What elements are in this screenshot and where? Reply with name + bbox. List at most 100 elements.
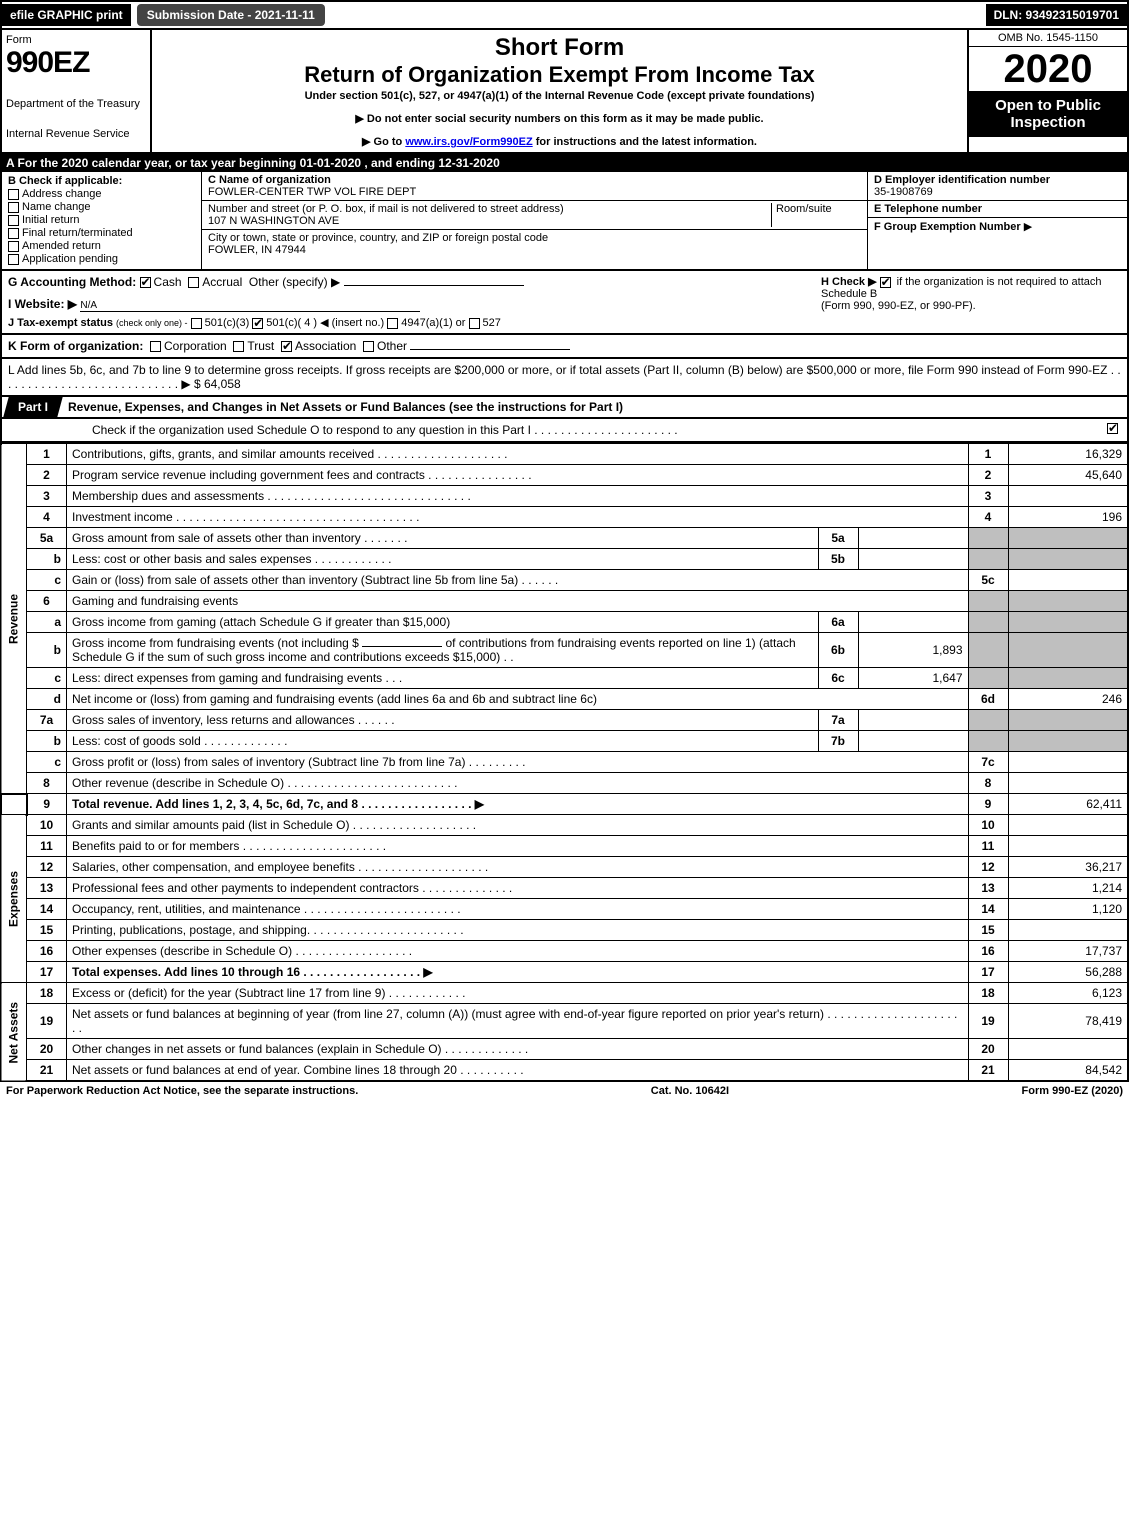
part-i-title: Revenue, Expenses, and Changes in Net As… bbox=[60, 397, 1127, 417]
group-exemption-arrow: ▶ bbox=[1024, 221, 1032, 233]
footer-mid: Cat. No. 10642I bbox=[651, 1085, 729, 1097]
org-name-row: C Name of organization FOWLER-CENTER TWP… bbox=[202, 172, 867, 201]
row-5a: 5a Gross amount from sale of assets othe… bbox=[1, 528, 1128, 549]
row-7b: b Less: cost of goods sold . . . . . . .… bbox=[1, 731, 1128, 752]
cb-other-org[interactable] bbox=[363, 341, 374, 352]
tax-year: 2020 bbox=[969, 47, 1127, 91]
omb-number: OMB No. 1545-1150 bbox=[969, 30, 1127, 47]
right-boxes: D Employer identification number 35-1908… bbox=[867, 172, 1127, 269]
row-6b: b Gross income from fundraising events (… bbox=[1, 633, 1128, 668]
row-10: Expenses 10 Grants and similar amounts p… bbox=[1, 815, 1128, 836]
box-c: C Name of organization FOWLER-CENTER TWP… bbox=[202, 172, 867, 269]
efile-label: efile GRAPHIC print bbox=[2, 4, 131, 26]
org-name: FOWLER-CENTER TWP VOL FIRE DEPT bbox=[208, 186, 861, 198]
row-11: 11 Benefits paid to or for members . . .… bbox=[1, 836, 1128, 857]
cb-cash[interactable] bbox=[140, 277, 151, 288]
city-row: City or town, state or province, country… bbox=[202, 230, 867, 258]
cb-assoc[interactable] bbox=[281, 341, 292, 352]
cb-h[interactable] bbox=[880, 277, 891, 288]
department-label: Department of the Treasury bbox=[6, 98, 146, 110]
dln-label: DLN: 93492315019701 bbox=[986, 4, 1127, 26]
row-6: 6 Gaming and fundraising events bbox=[1, 591, 1128, 612]
expenses-label: Expenses bbox=[1, 815, 27, 983]
goto-pre: ▶ Go to bbox=[362, 136, 405, 148]
contrib-amount-input[interactable] bbox=[362, 646, 442, 647]
box-f: F Group Exemption Number ▶ bbox=[868, 218, 1127, 235]
line-j: J Tax-exempt status (check only one) - 5… bbox=[8, 316, 821, 329]
row-21: 21 Net assets or fund balances at end of… bbox=[1, 1060, 1128, 1082]
goto-post: for instructions and the latest informat… bbox=[533, 136, 757, 148]
row-2: 2 Program service revenue including gove… bbox=[1, 465, 1128, 486]
row-6c: c Less: direct expenses from gaming and … bbox=[1, 668, 1128, 689]
cb-501c3[interactable] bbox=[191, 318, 202, 329]
cb-527[interactable] bbox=[469, 318, 480, 329]
ein-value: 35-1908769 bbox=[874, 186, 1121, 198]
i-label: I Website: ▶ bbox=[8, 297, 77, 311]
row-18: Net Assets 18 Excess or (deficit) for th… bbox=[1, 983, 1128, 1004]
page-footer: For Paperwork Reduction Act Notice, see … bbox=[0, 1082, 1129, 1100]
cb-accrual[interactable] bbox=[188, 277, 199, 288]
form-number: 990EZ bbox=[6, 46, 146, 80]
phone-label: E Telephone number bbox=[874, 203, 1121, 215]
line-k: K Form of organization: Corporation Trus… bbox=[0, 335, 1129, 359]
row-5b: b Less: cost or other basis and sales ex… bbox=[1, 549, 1128, 570]
row-12: 12 Salaries, other compensation, and emp… bbox=[1, 857, 1128, 878]
city-label: City or town, state or province, country… bbox=[208, 232, 861, 244]
period-band: A For the 2020 calendar year, or tax yea… bbox=[0, 154, 1129, 172]
row-9: 9 Total revenue. Add lines 1, 2, 3, 4, 5… bbox=[1, 794, 1128, 815]
irs-link[interactable]: www.irs.gov/Form990EZ bbox=[405, 136, 532, 148]
line-h: H Check ▶ if the organization is not req… bbox=[821, 275, 1121, 329]
ein-label: D Employer identification number bbox=[874, 174, 1121, 186]
cb-corp[interactable] bbox=[150, 341, 161, 352]
form-word: Form bbox=[6, 34, 146, 46]
footer-right: Form 990-EZ (2020) bbox=[1022, 1085, 1123, 1097]
cb-4947[interactable] bbox=[387, 318, 398, 329]
open-inspection: Open to Public Inspection bbox=[969, 91, 1127, 137]
box-b: B Check if applicable: Address change Na… bbox=[2, 172, 202, 269]
header-left: Form 990EZ Department of the Treasury In… bbox=[2, 30, 152, 152]
cb-amended-return[interactable]: Amended return bbox=[8, 240, 195, 252]
part-i-table: Revenue 1 Contributions, gifts, grants, … bbox=[0, 443, 1129, 1082]
street-row: Number and street (or P. O. box, if mail… bbox=[202, 201, 867, 230]
line-g-h: G Accounting Method: Cash Accrual Other … bbox=[0, 271, 1129, 335]
row-16: 16 Other expenses (describe in Schedule … bbox=[1, 941, 1128, 962]
line-l: L Add lines 5b, 6c, and 7b to line 9 to … bbox=[0, 359, 1129, 397]
cb-initial-return[interactable]: Initial return bbox=[8, 214, 195, 226]
row-7a: 7a Gross sales of inventory, less return… bbox=[1, 710, 1128, 731]
row-8: 8 Other revenue (describe in Schedule O)… bbox=[1, 773, 1128, 794]
footer-left: For Paperwork Reduction Act Notice, see … bbox=[6, 1085, 358, 1097]
cb-trust[interactable] bbox=[233, 341, 244, 352]
other-specify-input[interactable] bbox=[344, 285, 524, 286]
top-bar: efile GRAPHIC print Submission Date - 20… bbox=[0, 0, 1129, 30]
cb-application-pending[interactable]: Application pending bbox=[8, 253, 195, 265]
under-section: Under section 501(c), 527, or 4947(a)(1)… bbox=[156, 90, 963, 102]
row-6d: d Net income or (loss) from gaming and f… bbox=[1, 689, 1128, 710]
header-center: Short Form Return of Organization Exempt… bbox=[152, 30, 967, 152]
cb-schedule-o[interactable] bbox=[1107, 423, 1118, 434]
street-label: Number and street (or P. O. box, if mail… bbox=[208, 203, 564, 215]
row-5c: c Gain or (loss) from sale of assets oth… bbox=[1, 570, 1128, 591]
part-i-checkline: Check if the organization used Schedule … bbox=[0, 419, 1129, 443]
row-19: 19 Net assets or fund balances at beginn… bbox=[1, 1004, 1128, 1039]
identity-section: B Check if applicable: Address change Na… bbox=[0, 172, 1129, 271]
g-label: G Accounting Method: bbox=[8, 275, 136, 289]
cb-name-change[interactable]: Name change bbox=[8, 201, 195, 213]
row-20: 20 Other changes in net assets or fund b… bbox=[1, 1039, 1128, 1060]
part-i-tab: Part I bbox=[3, 397, 62, 417]
city-value: FOWLER, IN 47944 bbox=[208, 244, 861, 256]
room-suite: Room/suite bbox=[771, 203, 861, 227]
row-13: 13 Professional fees and other payments … bbox=[1, 878, 1128, 899]
cb-final-return[interactable]: Final return/terminated bbox=[8, 227, 195, 239]
netassets-label: Net Assets bbox=[1, 983, 27, 1082]
org-name-label: C Name of organization bbox=[208, 174, 861, 186]
website-value: N/A bbox=[80, 300, 420, 312]
part-i-header: Part I Revenue, Expenses, and Changes in… bbox=[0, 397, 1129, 419]
row-6a: a Gross income from gaming (attach Sched… bbox=[1, 612, 1128, 633]
cb-address-change[interactable]: Address change bbox=[8, 188, 195, 200]
other-org-input[interactable] bbox=[410, 349, 570, 350]
header-right: OMB No. 1545-1150 2020 Open to Public In… bbox=[967, 30, 1127, 152]
row-17: 17 Total expenses. Add lines 10 through … bbox=[1, 962, 1128, 983]
cb-501c[interactable] bbox=[252, 318, 263, 329]
street-value: 107 N WASHINGTON AVE bbox=[208, 215, 339, 227]
submission-date: Submission Date - 2021-11-11 bbox=[137, 4, 325, 26]
